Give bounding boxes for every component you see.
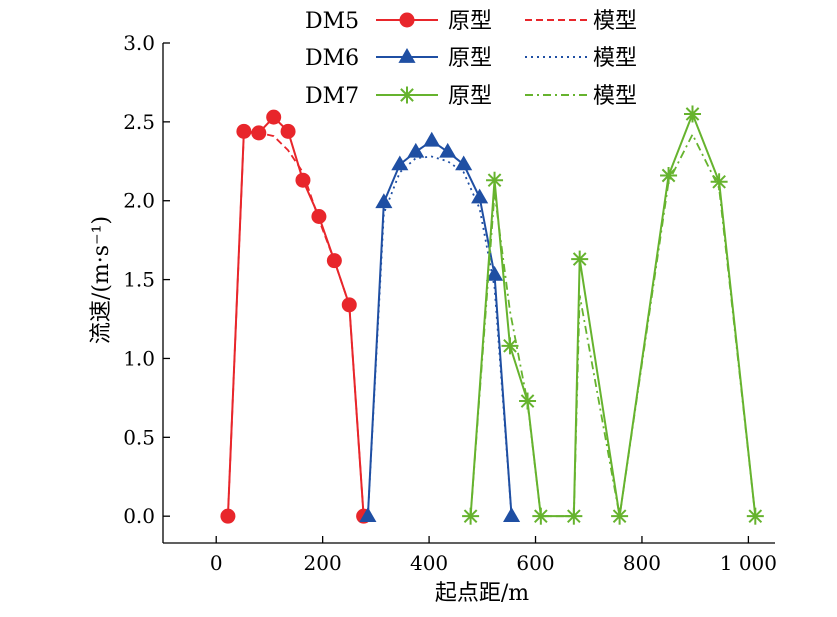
data-point-dm7 <box>746 507 764 525</box>
prototype-line-dm7 <box>469 111 757 518</box>
data-point-dm6 <box>391 155 409 171</box>
x-tick-label: 600 <box>516 551 554 575</box>
data-point-dm5 <box>266 109 282 125</box>
data-point-dm5 <box>311 209 327 225</box>
data-point-dm7 <box>571 250 589 268</box>
y-axis-title: 流速/(m·s⁻¹) <box>89 216 114 344</box>
y-tick-label: 1.5 <box>123 268 155 292</box>
legend-marker-dm6 <box>398 48 416 63</box>
legend-name-dm6: DM6 <box>305 46 359 71</box>
legend-model-label-dm7: 模型 <box>593 84 637 109</box>
data-point-dm6 <box>375 193 393 209</box>
data-point-dm5 <box>251 125 267 141</box>
data-point-dm7 <box>611 507 629 525</box>
data-point-dm7 <box>565 507 583 525</box>
prototype-line-dm5 <box>226 115 365 517</box>
x-tick-label: 1 000 <box>720 551 777 575</box>
series-group-dm7 <box>462 105 764 525</box>
legend-name-dm7: DM7 <box>305 84 359 109</box>
legend-prototype-label-dm5: 原型 <box>448 9 492 34</box>
y-tick-label: 1.0 <box>123 346 155 370</box>
data-point-dm7 <box>501 337 519 355</box>
data-point-dm7 <box>710 173 728 191</box>
x-tick-label: 0 <box>210 551 223 575</box>
x-axis-title: 起点距/m <box>435 581 529 606</box>
data-point-dm6 <box>471 188 489 204</box>
y-tick-label: 0.0 <box>123 504 155 528</box>
x-tick-label: 400 <box>410 551 448 575</box>
data-point-dm6 <box>359 507 377 523</box>
data-point-dm5 <box>280 123 296 139</box>
data-point-dm7 <box>519 392 537 410</box>
series-group-dm6 <box>359 131 521 523</box>
model-line-dm5 <box>227 132 365 517</box>
x-tick-label: 200 <box>304 551 342 575</box>
data-point-dm6 <box>485 265 504 281</box>
series-layer <box>220 105 764 525</box>
legend-name-dm5: DM5 <box>305 9 359 34</box>
data-point-dm6 <box>439 142 457 158</box>
data-point-dm7 <box>660 166 678 184</box>
series-group-dm5 <box>220 109 372 524</box>
data-point-dm5 <box>220 508 236 524</box>
model-line-dm7 <box>469 132 757 518</box>
data-point-dm7 <box>486 171 504 189</box>
legend-model-label-dm6: 模型 <box>593 46 637 71</box>
data-point-dm6 <box>423 131 441 147</box>
y-tick-label: 0.5 <box>123 425 155 449</box>
data-point-dm6 <box>503 507 521 523</box>
y-tick-label: 3.0 <box>123 31 155 55</box>
y-tick-label: 2.0 <box>123 189 155 213</box>
legend-marker-dm7 <box>398 86 416 104</box>
prototype-line-dm6 <box>366 139 513 517</box>
data-point-dm7 <box>462 507 480 525</box>
data-point-dm6 <box>455 155 473 171</box>
legend-marker-dm5 <box>399 12 415 28</box>
y-tick-label: 2.5 <box>123 110 155 134</box>
data-point-dm5 <box>295 172 311 188</box>
legend-prototype-label-dm6: 原型 <box>448 46 492 71</box>
data-point-dm5 <box>236 123 252 139</box>
data-point-dm6 <box>407 142 425 158</box>
model-line-dm6 <box>366 155 513 517</box>
legend-model-label-dm5: 模型 <box>593 9 637 34</box>
data-point-dm7 <box>684 105 702 123</box>
axes: 0.0 0.5 1.0 1.5 2.0 2.5 3.0 0 200 400 600 800 1 000 <box>123 31 777 575</box>
legend-prototype-label-dm7: 原型 <box>448 84 492 109</box>
x-tick-label: 800 <box>623 551 661 575</box>
data-point-dm5 <box>341 297 357 313</box>
data-point-dm5 <box>326 253 342 269</box>
data-point-dm7 <box>532 507 550 525</box>
